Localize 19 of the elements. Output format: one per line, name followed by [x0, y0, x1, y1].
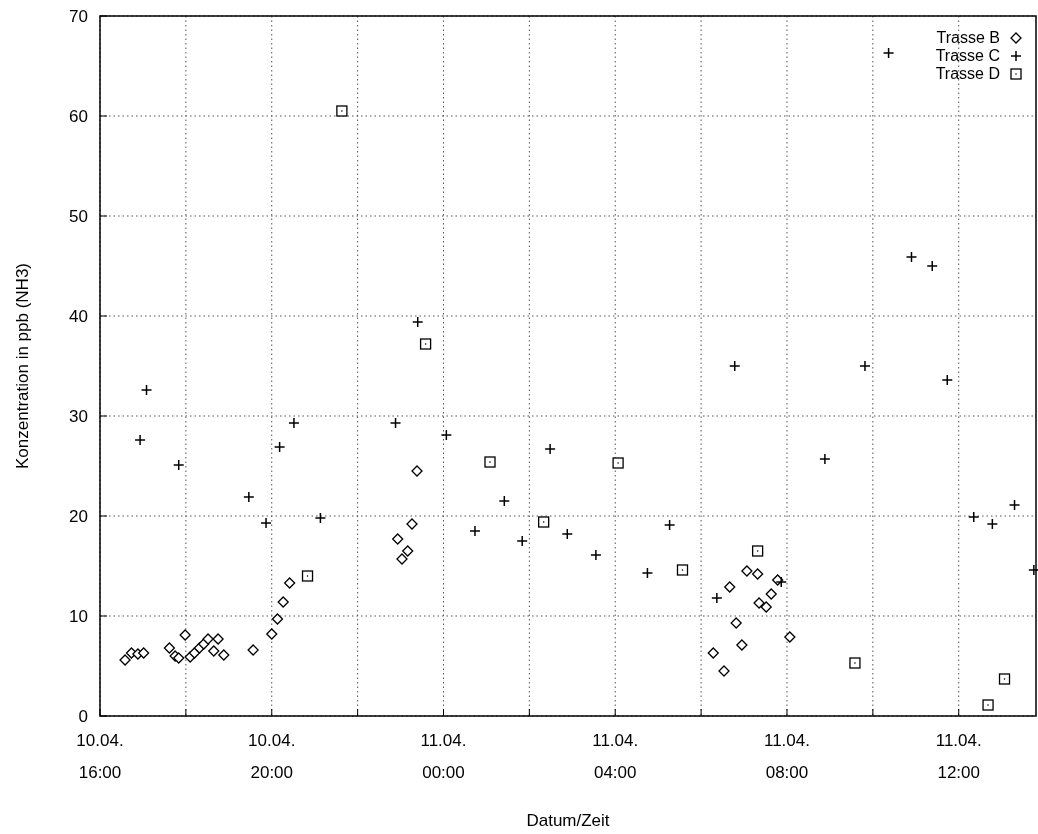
legend-label: Trasse D [935, 65, 1000, 82]
y-tick-label: 0 [78, 707, 88, 726]
y-tick-label: 60 [69, 107, 88, 126]
x-tick-label: 10.04. 20:00 [248, 731, 296, 782]
y-tick-label: 10 [69, 607, 88, 626]
y-tick-label: 40 [69, 307, 88, 326]
y-tick-label: 30 [69, 407, 88, 426]
x-tick-label: 11.04. 00:00 [420, 731, 467, 782]
y-tick-label: 70 [69, 7, 88, 26]
y-tick-label: 20 [69, 507, 88, 526]
x-tick-label: 10.04. 16:00 [76, 731, 124, 782]
y-axis-title: Konzentration in ppb (NH3) [13, 262, 32, 470]
x-tick-label: 11.04. 08:00 [763, 731, 810, 782]
legend-label: Trasse B [936, 29, 1000, 46]
x-tick-label: 11.04. 04:00 [592, 731, 639, 782]
y-tick-label: 50 [69, 207, 88, 226]
x-tick-label: 11.04. 12:00 [935, 731, 982, 782]
legend-label: Trasse C [935, 47, 1000, 64]
x-axis-title: Datum/Zeit [526, 811, 610, 830]
